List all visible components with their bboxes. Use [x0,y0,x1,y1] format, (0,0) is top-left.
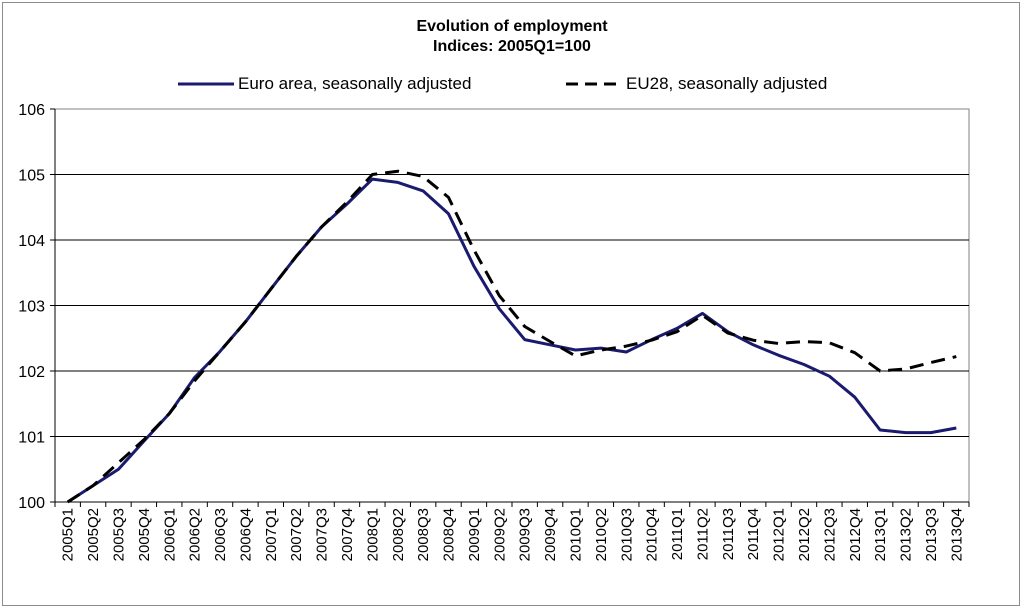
x-tick-label: 2013Q4 [948,508,965,561]
y-tick-label: 102 [18,364,45,381]
x-tick-label: 2012Q4 [847,508,864,561]
x-tick-label: 2010Q4 [644,508,661,561]
y-tick-label: 100 [18,495,45,512]
y-tick-label: 104 [18,233,45,250]
x-tick-label: 2010Q1 [567,508,584,561]
y-tick-label: 106 [18,102,45,119]
x-tick-label: 2008Q1 [364,508,381,561]
legend-label-eu28: EU28, seasonally adjusted [626,74,828,93]
x-tick-label: 2013Q3 [923,508,940,561]
x-tick-label: 2013Q2 [898,508,915,561]
x-tick-label: 2005Q4 [136,508,153,561]
x-tick-label: 2008Q3 [415,508,432,561]
x-tick-label: 2010Q2 [593,508,610,561]
x-tick-label: 2006Q4 [237,508,254,561]
x-tick-label: 2010Q3 [618,508,635,561]
y-tick-label: 103 [18,299,45,316]
x-tick-label: 2009Q1 [466,508,483,561]
x-tick-label: 2005Q2 [85,508,102,561]
x-tick-label: 2011Q1 [669,508,686,560]
x-tick-label: 2007Q1 [263,508,280,561]
y-tick-label: 105 [18,168,45,185]
x-tick-label: 2011Q2 [694,508,711,560]
legend-item-eu28: EU28, seasonally adjusted [566,74,827,94]
x-tick-label: 2009Q4 [542,508,559,561]
x-tick-label: 2009Q3 [517,508,534,561]
x-tick-label: 2006Q1 [161,508,178,561]
x-tick-label: 2011Q4 [745,508,762,560]
x-tick-label: 2005Q3 [110,508,127,561]
x-tick-label: 2008Q4 [441,508,458,561]
x-tick-label: 2008Q2 [390,508,407,561]
chart-subtitle: Indices: 2005Q1=100 [433,38,591,55]
x-tick-label: 2012Q1 [771,508,788,561]
legend-swatch-eu28 [566,82,622,86]
x-tick-label: 2007Q4 [339,508,356,561]
x-tick-label: 2012Q2 [796,508,813,561]
x-tick-label: 2005Q1 [60,508,77,561]
legend-swatch-euro-area [178,82,234,86]
series-line-eu28 [66,169,957,504]
x-tick-label: 2006Q3 [212,508,229,561]
chart-title: Evolution of employment [416,18,608,35]
x-tick-label: 2013Q1 [872,508,889,561]
legend-label-euro-area: Euro area, seasonally adjusted [238,74,472,93]
x-tick-label: 2012Q3 [821,508,838,561]
chart-legend: Euro area, seasonally adjusted EU28, sea… [0,74,1024,98]
y-tick-label: 101 [18,430,45,447]
x-tick-label: 2011Q3 [720,508,737,560]
legend-item-euro-area: Euro area, seasonally adjusted [178,74,471,94]
x-tick-label: 2006Q2 [187,508,204,561]
x-tick-label: 2009Q2 [491,508,508,561]
x-tick-label: 2007Q3 [314,508,331,561]
x-tick-label: 2007Q2 [288,508,305,561]
